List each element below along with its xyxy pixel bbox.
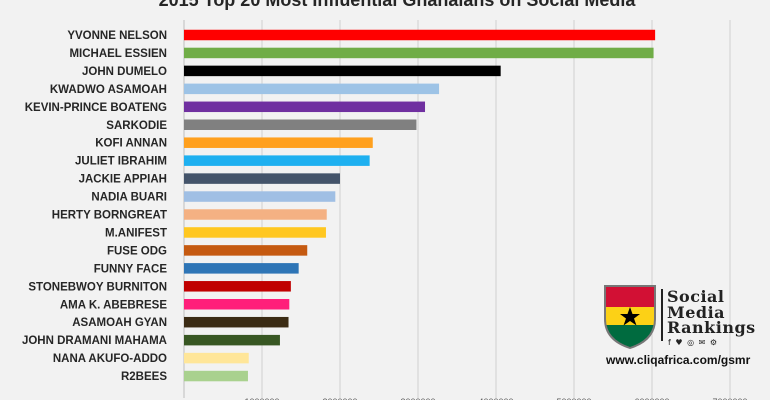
category-label: ASAMOAH GYAN: [72, 317, 167, 329]
category-label: NANA AKUFO-ADDO: [53, 353, 167, 365]
social-media-rankings-logo: Social Media Rankings f ♥ ◎ ✉ ⚙ www.cliq…: [602, 283, 762, 373]
x-tick-label: 1000000: [244, 397, 279, 400]
bar: [184, 101, 426, 113]
bar: [184, 316, 289, 328]
bar: [184, 83, 440, 95]
category-label: STONEBWOY BURNITON: [28, 281, 167, 293]
category-label: YVONNE NELSON: [67, 30, 167, 42]
x-tick-label: 7000000: [712, 397, 747, 400]
bar: [184, 245, 308, 256]
bar: [184, 155, 370, 166]
bar: [184, 370, 248, 382]
x-tick-label: 2000000: [322, 397, 357, 400]
x-tick-label: 5000000: [556, 397, 591, 400]
bar: [184, 119, 417, 130]
category-label: JOHN DUMELO: [82, 66, 167, 78]
x-tick-label: 6000000: [634, 397, 669, 400]
bar: [184, 191, 336, 202]
logo-text-rankings: Rankings: [667, 318, 756, 337]
category-label: HERTY BORNGREAT: [52, 210, 167, 222]
ghana-flag-shield-icon: [604, 285, 656, 349]
website-url: www.cliqafrica.com/gsmr: [606, 353, 751, 367]
category-label: KWADWO ASAMOAH: [50, 84, 167, 96]
category-labels: YVONNE NELSON MICHAEL ESSIEN JOHN DUMELO KW…: [22, 30, 167, 383]
bar: [184, 263, 299, 274]
bar: [184, 227, 326, 238]
logo-divider: [661, 289, 663, 341]
category-label: JULIET IBRAHIM: [75, 156, 167, 168]
category-label: JACKIE APPIAH: [79, 174, 167, 186]
bar: [184, 299, 290, 310]
logo-text-media: Media: [667, 303, 726, 322]
x-tick-label: 4000000: [478, 397, 513, 400]
category-label: R2BEES: [121, 371, 167, 383]
bar: [184, 173, 340, 184]
category-label: KEVIN-PRINCE BOATENG: [25, 102, 167, 114]
category-label: FUNNY FACE: [94, 263, 168, 275]
category-label: FUSE ODG: [107, 245, 167, 257]
tick-labels: 1000000 2000000 3000000 4000000 5000000 60000…: [244, 397, 747, 400]
category-label: JOHN DRAMANI MAHAMA: [22, 335, 167, 347]
bar: [184, 352, 249, 364]
bar: [184, 281, 291, 292]
social-icons: f ♥ ◎ ✉ ⚙: [668, 338, 719, 347]
category-label: M.ANIFEST: [105, 227, 167, 239]
bar: [184, 209, 327, 220]
category-label: AMA K. ABEBRESE: [60, 299, 167, 311]
gridlines: [183, 20, 731, 398]
chart-title: 2015 Top 20 Most Influential Ghanaians o…: [159, 0, 637, 10]
bar: [184, 334, 280, 346]
x-tick-label: 3000000: [400, 397, 435, 400]
bar: [184, 47, 654, 59]
logo-text-social: Social: [667, 287, 725, 306]
category-label: NADIA BUARI: [91, 192, 167, 204]
category-label: MICHAEL ESSIEN: [69, 48, 167, 60]
bar: [184, 65, 501, 77]
category-label: SARKODIE: [106, 120, 167, 132]
bar: [184, 29, 656, 41]
category-label: KOFI ANNAN: [95, 138, 167, 150]
bar: [184, 137, 373, 148]
bars: [184, 29, 656, 382]
